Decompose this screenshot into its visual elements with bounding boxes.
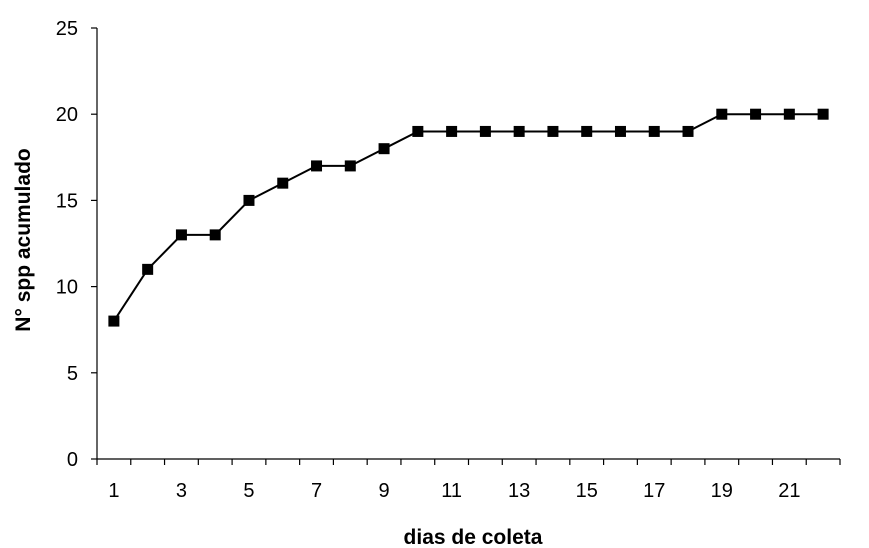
data-point-marker [209, 229, 221, 241]
data-point-marker [716, 108, 728, 120]
y-axis-title: N° spp acumulado [12, 148, 35, 331]
data-point-marker [142, 263, 154, 275]
x-tick-label: 5 [243, 480, 254, 502]
data-point-marker [108, 315, 120, 327]
x-tick-label: 21 [778, 480, 800, 502]
data-point-marker [547, 125, 559, 137]
data-point-marker [378, 143, 390, 155]
data-point-marker [614, 125, 626, 137]
data-point-marker [446, 125, 458, 137]
data-point-marker [648, 125, 660, 137]
y-tick-label: 25 [56, 18, 78, 40]
data-point-marker [682, 125, 694, 137]
x-tick-label: 15 [576, 480, 598, 502]
data-point-marker [243, 194, 255, 206]
axes [96, 28, 840, 460]
data-point-marker [311, 160, 323, 172]
data-point-marker [344, 160, 356, 172]
data-point-marker [175, 229, 187, 241]
x-tick-label: 9 [379, 480, 390, 502]
x-tick-label: 13 [508, 480, 530, 502]
y-tick-label: 5 [67, 363, 78, 385]
y-tick-label: 0 [67, 449, 78, 471]
data-point-marker [479, 125, 491, 137]
x-tick-label: 11 [441, 480, 462, 502]
series [108, 108, 829, 327]
x-tick-label: 1 [108, 480, 119, 502]
x-tick-label: 7 [311, 480, 322, 502]
data-point-marker [817, 108, 829, 120]
data-point-marker [783, 108, 795, 120]
x-axis-title: dias de coleta [404, 526, 543, 548]
x-tick-label: 3 [176, 480, 187, 502]
x-tick-label: 19 [711, 480, 733, 502]
data-point-marker [513, 125, 525, 137]
y-axis-ticks: 0 5 10 15 20 25 [56, 18, 97, 471]
x-tick-label: 17 [643, 480, 665, 502]
data-point-marker [277, 177, 289, 189]
series-line [113, 113, 824, 322]
y-tick-label: 20 [56, 104, 78, 126]
data-point-marker [412, 125, 424, 137]
data-point-marker [581, 125, 593, 137]
data-point-marker [750, 108, 762, 120]
y-tick-label: 15 [56, 190, 78, 212]
y-tick-label: 10 [56, 277, 78, 299]
x-axis-ticks: 1 3 5 7 9 11 13 15 17 19 21 [96, 459, 841, 502]
